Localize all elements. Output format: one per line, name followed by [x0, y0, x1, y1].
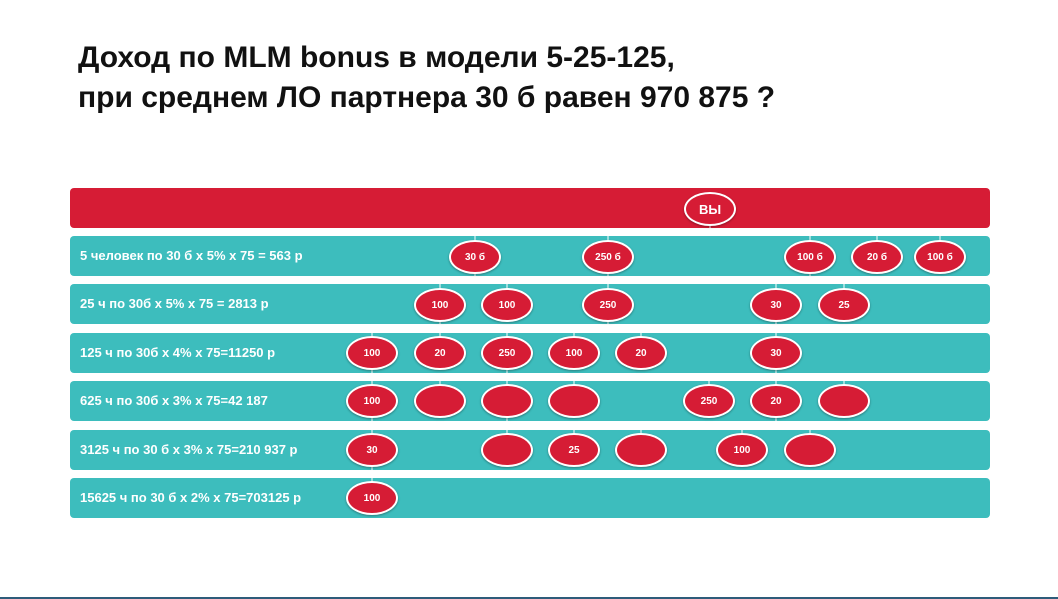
node-l4-6: 20 [750, 384, 802, 418]
node-l4-4 [548, 384, 600, 418]
level-1-band: 5 человек по 30 б х 5% х 75 = 563 р [70, 236, 990, 276]
node-l4-3 [481, 384, 533, 418]
level-3-label: 125 ч по 30б х 4% х 75=11250 р [80, 345, 276, 360]
connector-level4-c [741, 418, 811, 434]
node-l2-5: 25 [818, 288, 870, 322]
connector-level1-c [775, 274, 845, 289]
node-l5-2 [481, 433, 533, 467]
level-6-band: 15625 ч по 30 б х 2% х 75=703125 р [70, 478, 990, 518]
slide-bottom-rule [0, 597, 1058, 599]
connector-level1-a [439, 274, 508, 289]
node-l3-3: 250 [481, 336, 533, 370]
node-l3-1: 100 [346, 336, 398, 370]
node-l5-5: 100 [716, 433, 768, 467]
node-l4-1: 100 [346, 384, 398, 418]
level-3-band: 125 ч по 30б х 4% х 75=11250 р [70, 333, 990, 373]
connector-level2-b [573, 322, 642, 337]
top-level-band [70, 188, 990, 228]
level-2-label: 25 ч по 30б х 5% х 75 = 2813 р [80, 296, 269, 311]
connector-level3-b [439, 370, 575, 385]
node-l5-4 [615, 433, 667, 467]
node-l1-5: 100 б [914, 240, 966, 274]
connector-level3-c [708, 370, 845, 385]
connector-you [474, 226, 941, 241]
node-l1-2: 250 б [582, 240, 634, 274]
node-l4-2 [414, 384, 466, 418]
node-l4-7 [818, 384, 870, 418]
node-l2-2: 100 [481, 288, 533, 322]
level-4-label: 625 ч по 30б х 3% х 75=42 187 [80, 393, 268, 408]
node-l1-1: 30 б [449, 240, 501, 274]
title-line-1: Доход по MLM bonus в модели 5-25-125, [78, 41, 675, 74]
node-l2-1: 100 [414, 288, 466, 322]
node-l3-6: 30 [750, 336, 802, 370]
node-l5-3: 25 [548, 433, 600, 467]
node-l5-6 [784, 433, 836, 467]
node-l3-5: 20 [615, 336, 667, 370]
slide-title: Доход по MLM bonus в модели 5-25-125, пр… [78, 38, 775, 118]
node-l5-1: 30 [346, 433, 398, 467]
connector-level4-b [506, 418, 642, 434]
connector-level2-a [371, 322, 508, 337]
node-l1-4: 20 б [851, 240, 903, 274]
node-l4-5: 250 [683, 384, 735, 418]
node-l2-3: 250 [582, 288, 634, 322]
node-you: ВЫ [684, 192, 736, 226]
title-line-2: при среднем ЛО партнера 30 б равен 970 8… [78, 81, 776, 114]
level-1-label: 5 человек по 30 б х 5% х 75 = 563 р [80, 248, 303, 263]
node-l3-2: 20 [414, 336, 466, 370]
level-6-label: 15625 ч по 30 б х 2% х 75=703125 р [80, 490, 302, 505]
node-l6-1: 100 [346, 481, 398, 515]
level-5-label: 3125 ч по 30 б х 3% х 75=210 937 р [80, 442, 298, 457]
node-l3-4: 100 [548, 336, 600, 370]
node-l1-3: 100 б [784, 240, 836, 274]
node-l2-4: 30 [750, 288, 802, 322]
